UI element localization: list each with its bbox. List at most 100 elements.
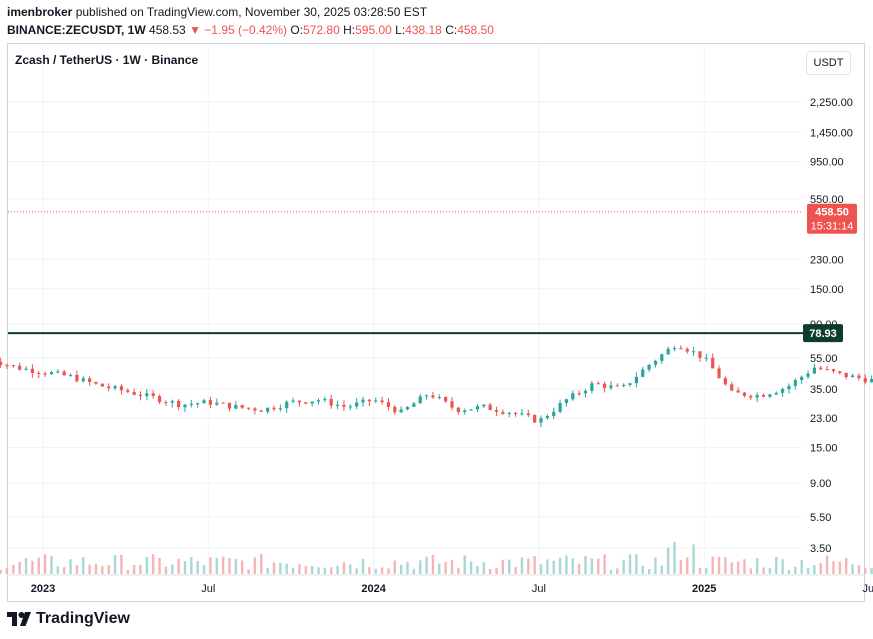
volume-bar bbox=[342, 562, 346, 574]
change-value: −1.95 (−0.42%) bbox=[204, 23, 288, 37]
volume-bar bbox=[609, 569, 613, 574]
volume-bar bbox=[164, 566, 168, 574]
candle-body bbox=[558, 402, 562, 412]
candle-body bbox=[501, 411, 505, 414]
candle-body bbox=[628, 383, 632, 385]
volume-bar bbox=[177, 558, 180, 574]
candle-body bbox=[30, 368, 35, 373]
volume-bar bbox=[158, 557, 161, 574]
y-tick-label: 550.00 bbox=[810, 194, 844, 206]
candle-body bbox=[761, 394, 766, 397]
candle-body bbox=[660, 354, 664, 361]
volume-bar bbox=[597, 558, 600, 574]
volume-bar bbox=[272, 562, 276, 574]
candle-body bbox=[412, 403, 416, 407]
volume-bar bbox=[215, 557, 218, 574]
low-label: L: bbox=[395, 23, 406, 37]
currency-button[interactable]: USDT bbox=[806, 51, 851, 75]
volume-bar bbox=[711, 556, 714, 574]
candle-body bbox=[571, 393, 575, 400]
y-tick-label: 15.00 bbox=[810, 443, 838, 455]
candle-body bbox=[177, 400, 181, 408]
candle-body bbox=[304, 402, 308, 404]
volume-bar bbox=[488, 568, 492, 574]
volume-bar bbox=[126, 569, 129, 574]
candle-body bbox=[310, 401, 314, 404]
candle-body bbox=[221, 402, 225, 404]
candle-body bbox=[145, 393, 149, 397]
volume-bar bbox=[56, 566, 60, 574]
volume-bar bbox=[37, 557, 40, 574]
candle-body bbox=[81, 378, 85, 382]
candle-body bbox=[825, 369, 829, 371]
candle-body bbox=[730, 384, 734, 391]
candle-body bbox=[526, 413, 530, 416]
tradingview-logo[interactable]: TradingView bbox=[7, 610, 130, 628]
candle-body bbox=[590, 383, 594, 391]
y-tick-label: 1,450.00 bbox=[810, 127, 853, 139]
candle-body bbox=[863, 378, 867, 383]
candle-body bbox=[18, 365, 22, 370]
open-value: 572.80 bbox=[303, 23, 340, 37]
volume-bar bbox=[558, 557, 562, 574]
volume-bar bbox=[412, 568, 416, 574]
candle-body bbox=[355, 402, 359, 407]
candle-body bbox=[475, 406, 480, 410]
candle-body bbox=[870, 379, 873, 383]
candle-body bbox=[774, 392, 778, 395]
volume-bar bbox=[635, 554, 638, 574]
candle-body bbox=[424, 395, 429, 397]
chart-legend-title[interactable]: Zcash / TetherUS · 1W · Binance bbox=[15, 53, 199, 67]
volume-bar bbox=[374, 568, 377, 574]
author-name[interactable]: imenbroker bbox=[7, 5, 73, 19]
volume-bar bbox=[736, 561, 740, 574]
volume-bar bbox=[705, 568, 708, 574]
candle-body bbox=[253, 408, 257, 411]
candle-body bbox=[405, 406, 410, 410]
candle-body bbox=[202, 400, 206, 404]
candle-body bbox=[88, 378, 92, 383]
y-tick-label: 950.00 bbox=[810, 156, 844, 168]
volume-bar bbox=[247, 569, 250, 574]
volume-bar bbox=[50, 555, 53, 574]
volume-bar bbox=[291, 567, 295, 574]
volume-bar bbox=[813, 565, 816, 574]
volume-bar bbox=[844, 557, 848, 574]
candle-body bbox=[113, 386, 117, 389]
candle-body bbox=[507, 412, 511, 414]
candle-body bbox=[126, 390, 130, 392]
candle-body bbox=[711, 357, 715, 369]
volume-bar bbox=[399, 564, 403, 574]
volume-bar bbox=[330, 567, 333, 574]
candle-body bbox=[119, 386, 124, 391]
candle-body bbox=[380, 400, 384, 403]
volume-bar bbox=[285, 563, 288, 574]
volume-bar bbox=[794, 566, 797, 574]
y-tick-label: 5.50 bbox=[810, 512, 831, 524]
volume-bar bbox=[323, 567, 327, 574]
candle-body bbox=[189, 403, 193, 405]
candle-body bbox=[291, 400, 295, 402]
publish-info: imenbroker published on TradingView.com,… bbox=[7, 5, 427, 19]
y-tick-label: 35.00 bbox=[810, 384, 838, 396]
volume-bar bbox=[450, 559, 454, 574]
candle-body bbox=[838, 371, 842, 373]
volume-bar bbox=[18, 561, 21, 574]
candle-body bbox=[806, 373, 810, 377]
volume-bar bbox=[476, 566, 479, 574]
candle-body bbox=[469, 409, 473, 411]
volume-bar bbox=[463, 555, 466, 574]
last-price-tag-value: 458.50 bbox=[815, 207, 849, 219]
volume-bar bbox=[88, 564, 91, 574]
candle-body bbox=[374, 400, 378, 402]
candle-body bbox=[342, 404, 346, 407]
candle-body bbox=[5, 364, 9, 366]
volume-bar bbox=[749, 568, 753, 574]
volume-bar bbox=[94, 563, 98, 574]
candle-body bbox=[329, 399, 333, 406]
volume-bar bbox=[533, 556, 536, 574]
candle-body bbox=[609, 385, 613, 388]
candle-body bbox=[564, 399, 569, 403]
candle-body bbox=[11, 365, 15, 367]
